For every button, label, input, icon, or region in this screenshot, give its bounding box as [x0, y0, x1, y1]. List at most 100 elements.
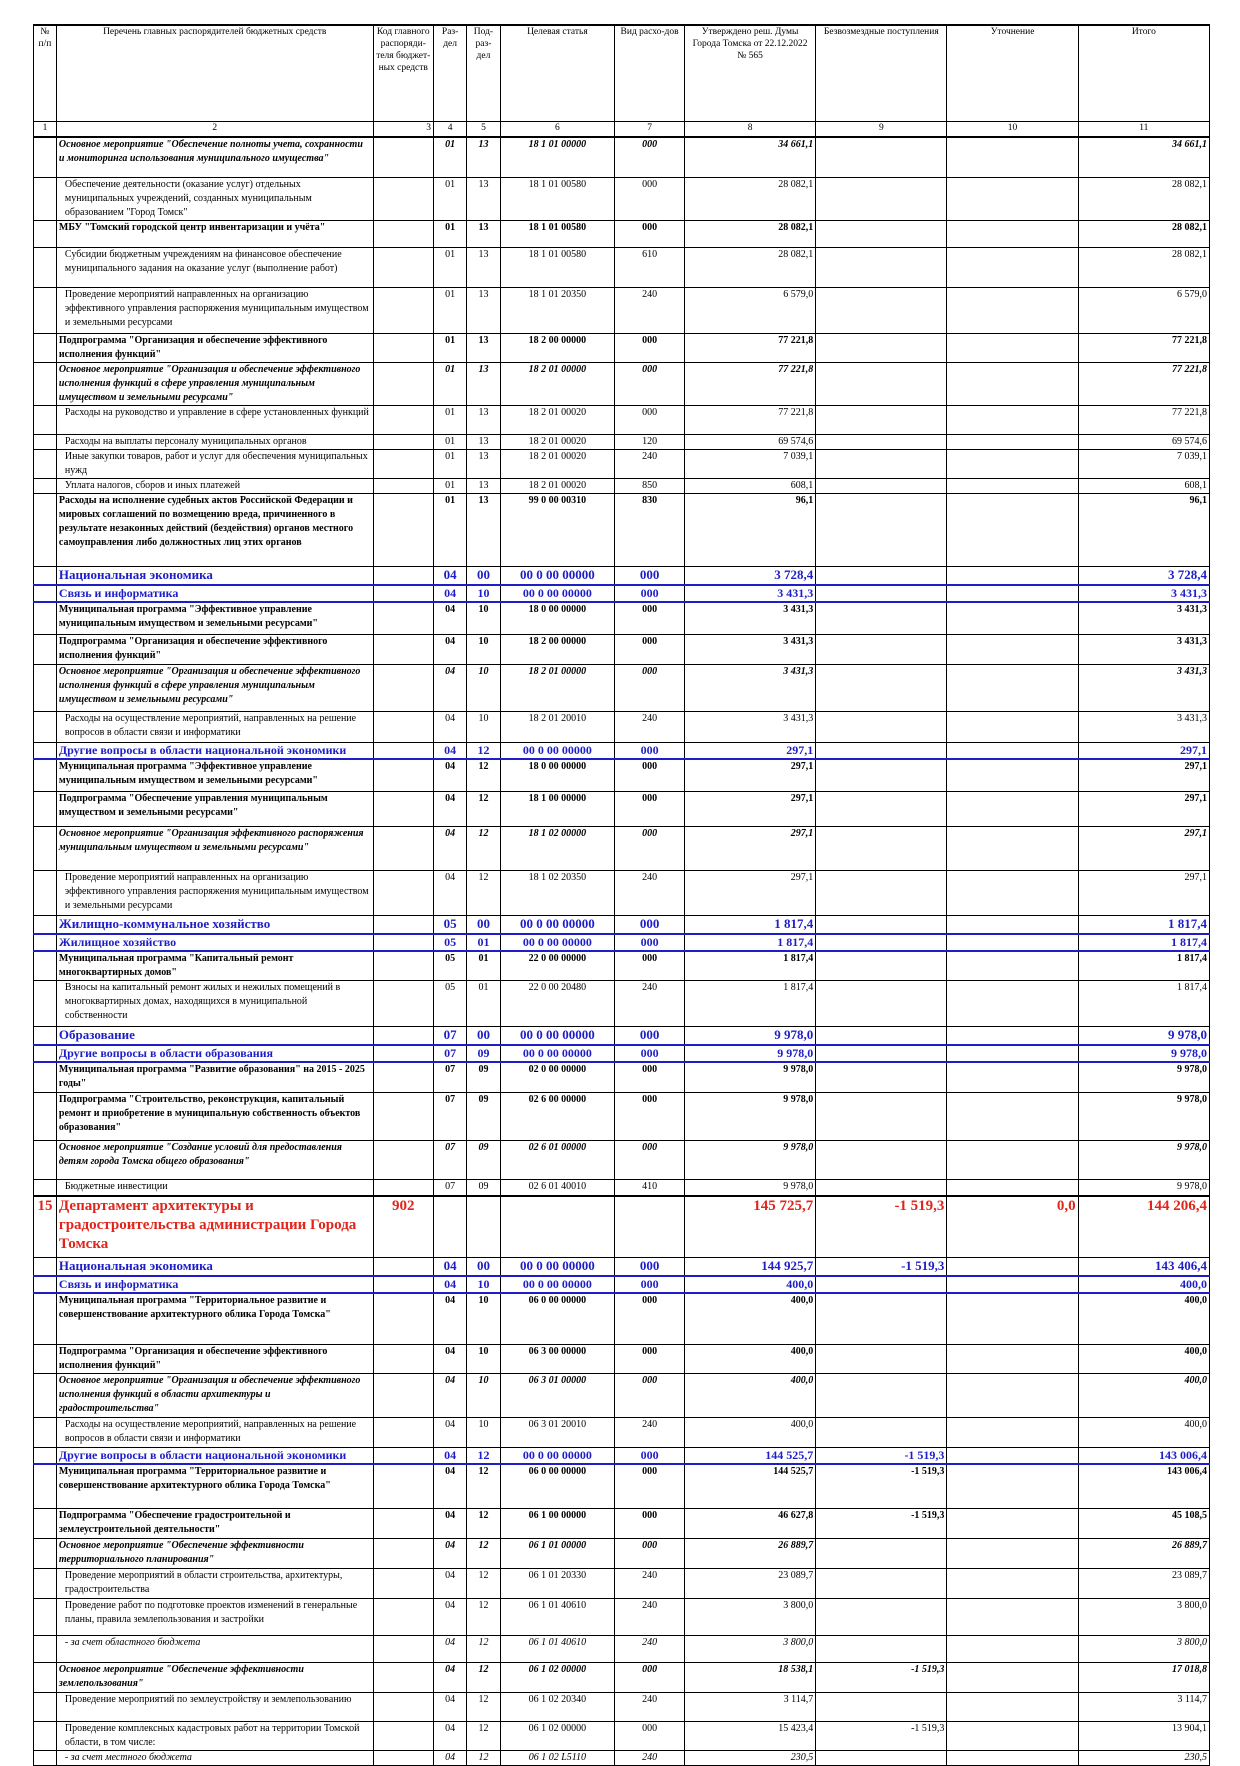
- row-target-article: 00 0 00 00000: [499, 1447, 616, 1465]
- row-expense-type: 000: [614, 1508, 685, 1539]
- table-row: Иные закупки товаров, работ и услуг для …: [33, 449, 1211, 479]
- row-name: Уплата налогов, сборов и иных платежей: [55, 478, 374, 494]
- row-clarification: [946, 634, 1079, 665]
- row-approved: 69 574,6: [683, 434, 817, 450]
- row-clarification: [946, 1447, 1079, 1465]
- row-free-receipts: [815, 826, 948, 871]
- table-row: Подпрограмма "Организация и обеспечение …: [33, 634, 1211, 665]
- row-clarification: [946, 1373, 1079, 1418]
- row-free-receipts: [815, 177, 948, 221]
- row-expense-type: 000: [614, 1373, 685, 1418]
- row-clarification: [946, 1721, 1079, 1751]
- row-target-article: 02 6 01 00000: [499, 1140, 616, 1180]
- row-total: 6 579,0: [1077, 287, 1211, 334]
- row-podrazdel: 12: [466, 1598, 501, 1636]
- row-approved: 28 082,1: [683, 220, 817, 248]
- row-approved: 9 978,0: [683, 1092, 817, 1141]
- row-target-article: 00 0 00 00000: [499, 1257, 616, 1277]
- row-code: [372, 791, 434, 827]
- row-razdel: 01: [432, 177, 468, 221]
- column-number: 10: [946, 121, 1079, 138]
- row-code: [372, 1257, 434, 1277]
- row-free-receipts: [815, 933, 948, 952]
- row-target-article: 06 0 00 00000: [499, 1463, 616, 1509]
- row-code: [372, 1373, 434, 1418]
- row-free-receipts: [815, 1092, 948, 1141]
- column-number: 1: [33, 121, 57, 138]
- row-razdel: 04: [432, 1257, 468, 1277]
- row-target-article: 06 3 01 00000: [499, 1373, 616, 1418]
- row-razdel: 01: [432, 333, 468, 363]
- row-razdel: 07: [432, 1179, 468, 1197]
- column-number: 4: [432, 121, 468, 138]
- row-approved: 6 579,0: [683, 287, 817, 334]
- row-razdel: [432, 1195, 468, 1258]
- row-code: [372, 333, 434, 363]
- row-target-article: 18 1 01 00000: [499, 136, 616, 178]
- row-clarification: [946, 584, 1079, 603]
- row-target-article: 00 0 00 00000: [499, 742, 616, 760]
- row-number: [33, 758, 57, 792]
- row-total: 9 978,0: [1077, 1026, 1211, 1046]
- row-approved: 46 627,8: [683, 1508, 817, 1539]
- table-row: Проведение мероприятий по землеустройств…: [33, 1692, 1211, 1722]
- row-podrazdel: 12: [466, 1508, 501, 1539]
- row-free-receipts: [815, 634, 948, 665]
- table-row: Бюджетные инвестиции 07 09 02 6 01 40010 410…: [33, 1179, 1211, 1197]
- budget-table: № п/п Перечень главных распорядителей бю…: [33, 24, 1211, 1766]
- row-podrazdel: 13: [466, 449, 501, 479]
- row-total: 69 574,6: [1077, 434, 1211, 450]
- row-razdel: 01: [432, 405, 468, 435]
- row-code: [372, 478, 434, 494]
- row-name: Проведение мероприятий направленных на о…: [55, 870, 374, 916]
- row-razdel: 07: [432, 1026, 468, 1046]
- row-target-article: 06 0 00 00000: [499, 1292, 616, 1345]
- row-clarification: [946, 1026, 1079, 1046]
- row-razdel: 04: [432, 634, 468, 665]
- row-clarification: [946, 287, 1079, 334]
- row-free-receipts: [815, 1598, 948, 1636]
- row-razdel: 04: [432, 664, 468, 712]
- row-razdel: 07: [432, 1044, 468, 1063]
- row-free-receipts: [815, 1417, 948, 1448]
- table-row: Взносы на капитальный ремонт жилых и неж…: [33, 980, 1211, 1027]
- row-expense-type: 000: [614, 664, 685, 712]
- row-free-receipts: -1 519,3: [815, 1447, 948, 1465]
- row-target-article: 06 1 00 00000: [499, 1508, 616, 1539]
- row-free-receipts: [815, 493, 948, 567]
- row-expense-type: 120: [614, 434, 685, 450]
- table-row: Расходы на исполнение судебных актов Рос…: [33, 493, 1211, 567]
- row-expense-type: 240: [614, 711, 685, 743]
- row-code: [372, 1463, 434, 1509]
- header-cell: Раз-дел: [432, 24, 468, 122]
- row-approved: 3 431,3: [683, 664, 817, 712]
- row-razdel: 04: [432, 1568, 468, 1599]
- row-number: [33, 950, 57, 981]
- row-code: [372, 566, 434, 586]
- row-target-article: 00 0 00 00000: [499, 1026, 616, 1046]
- row-number: [33, 1373, 57, 1418]
- row-code: [372, 1538, 434, 1569]
- row-total: 297,1: [1077, 791, 1211, 827]
- row-expense-type: 000: [614, 177, 685, 221]
- row-code: 902: [372, 1195, 434, 1258]
- row-number: [33, 1140, 57, 1180]
- table-row: Проведение мероприятий направленных на о…: [33, 287, 1211, 334]
- row-razdel: 04: [432, 1292, 468, 1345]
- row-target-article: 06 1 01 40610: [499, 1598, 616, 1636]
- row-clarification: [946, 405, 1079, 435]
- row-target-article: 18 1 01 00580: [499, 177, 616, 221]
- row-razdel: 07: [432, 1061, 468, 1093]
- row-target-article: 22 0 00 00000: [499, 950, 616, 981]
- row-approved: 9 978,0: [683, 1140, 817, 1180]
- row-total: 1 817,4: [1077, 933, 1211, 952]
- row-expense-type: 410: [614, 1179, 685, 1197]
- row-name: Подпрограмма "Организация и обеспечение …: [55, 1344, 374, 1374]
- row-expense-type: 240: [614, 980, 685, 1027]
- row-code: [372, 1721, 434, 1751]
- row-code: [372, 1061, 434, 1093]
- row-target-article: 00 0 00 00000: [499, 1275, 616, 1294]
- row-clarification: [946, 247, 1079, 288]
- row-expense-type: 000: [614, 362, 685, 406]
- row-expense-type: 000: [614, 1061, 685, 1093]
